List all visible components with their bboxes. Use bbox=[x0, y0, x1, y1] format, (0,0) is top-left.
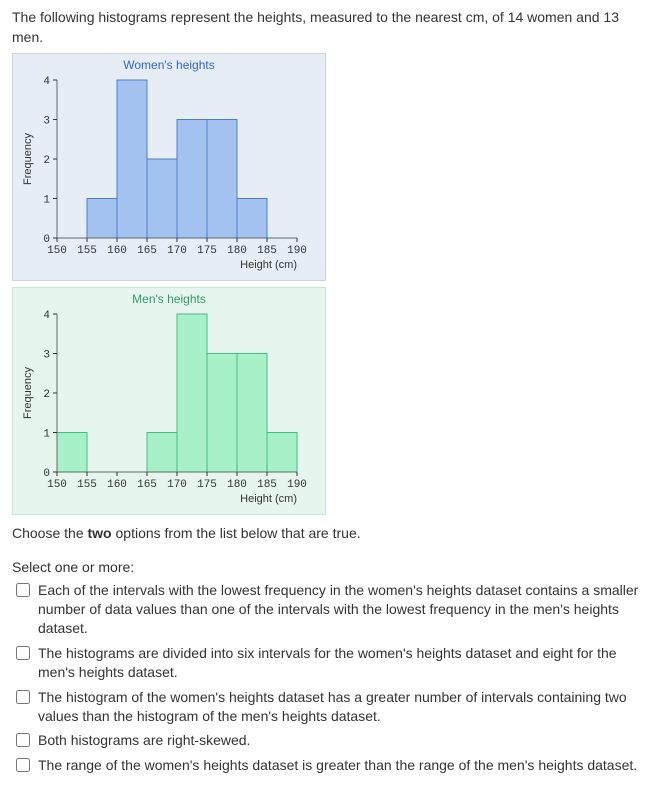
option-checkbox-0[interactable] bbox=[16, 583, 30, 597]
women-bar bbox=[207, 120, 237, 239]
option-row: Each of the intervals with the lowest fr… bbox=[12, 581, 651, 638]
men-x-axis-label: Height (cm) bbox=[240, 493, 297, 505]
women-bar bbox=[117, 80, 147, 238]
men-title: Men's heights bbox=[19, 292, 319, 306]
men-svg: 150 155 160 165 170 175 180 185 190 0 1 2 3 4 Height (… bbox=[19, 308, 307, 508]
women-x-axis-label: Height (cm) bbox=[240, 259, 297, 271]
options-list: Each of the intervals with the lowest fr… bbox=[12, 581, 651, 775]
svg-text:150: 150 bbox=[47, 479, 67, 491]
svg-text:165: 165 bbox=[137, 479, 157, 491]
svg-text:2: 2 bbox=[43, 155, 50, 167]
svg-text:1: 1 bbox=[43, 429, 50, 441]
svg-text:4: 4 bbox=[43, 310, 50, 322]
svg-text:185: 185 bbox=[257, 245, 277, 257]
svg-text:175: 175 bbox=[197, 479, 217, 491]
svg-text:0: 0 bbox=[43, 234, 50, 246]
svg-text:185: 185 bbox=[257, 479, 277, 491]
option-text: The histogram of the women's heights dat… bbox=[38, 688, 651, 726]
women-bar bbox=[147, 159, 177, 238]
select-prompt: Select one or more: bbox=[12, 559, 651, 575]
option-text: The histograms are divided into six inte… bbox=[38, 644, 651, 682]
svg-text:180: 180 bbox=[227, 479, 247, 491]
svg-text:0: 0 bbox=[43, 468, 50, 480]
svg-text:3: 3 bbox=[43, 350, 50, 362]
svg-text:165: 165 bbox=[137, 245, 157, 257]
men-bar bbox=[177, 314, 207, 472]
svg-text:2: 2 bbox=[43, 389, 50, 401]
option-checkbox-3[interactable] bbox=[16, 733, 30, 747]
option-checkbox-1[interactable] bbox=[16, 646, 30, 660]
option-text: The range of the women's heights dataset… bbox=[38, 756, 651, 775]
chart-women: Women's heights1501551601651701751801851… bbox=[12, 53, 326, 281]
question-text: Choose the two options from the list bel… bbox=[12, 525, 651, 541]
svg-text:155: 155 bbox=[77, 245, 97, 257]
svg-text:4: 4 bbox=[43, 76, 50, 88]
svg-text:150: 150 bbox=[47, 245, 67, 257]
option-text: Each of the intervals with the lowest fr… bbox=[38, 581, 651, 638]
svg-text:190: 190 bbox=[287, 245, 307, 257]
svg-text:155: 155 bbox=[77, 479, 97, 491]
men-bar bbox=[237, 354, 267, 473]
svg-text:190: 190 bbox=[287, 479, 307, 491]
women-bar bbox=[237, 199, 267, 239]
svg-text:1: 1 bbox=[43, 195, 50, 207]
option-row: The histograms are divided into six inte… bbox=[12, 644, 651, 682]
chart-men: Men's heights 150 155 160 165 170 175 180 185 190… bbox=[12, 287, 326, 515]
option-text: Both histograms are right-skewed. bbox=[38, 731, 651, 750]
svg-text:170: 170 bbox=[167, 479, 187, 491]
svg-text:160: 160 bbox=[107, 245, 127, 257]
option-checkbox-2[interactable] bbox=[16, 690, 30, 704]
option-row: The range of the women's heights dataset… bbox=[12, 756, 651, 775]
svg-text:175: 175 bbox=[197, 245, 217, 257]
women-svg: 150 155 160 165 170 175 180 185 190 0 1 2 3 4 Height (… bbox=[19, 74, 307, 274]
svg-text:170: 170 bbox=[167, 245, 187, 257]
women-bar bbox=[87, 199, 117, 239]
men-bar bbox=[207, 354, 237, 473]
svg-text:3: 3 bbox=[43, 116, 50, 128]
women-y-axis-label: Frequency bbox=[22, 133, 34, 185]
svg-text:180: 180 bbox=[227, 245, 247, 257]
women-title: Women's heights bbox=[19, 58, 319, 72]
men-bar bbox=[57, 433, 87, 473]
intro-text: The following histograms represent the h… bbox=[12, 8, 651, 47]
svg-text:160: 160 bbox=[107, 479, 127, 491]
men-bar bbox=[147, 433, 177, 473]
women-bar bbox=[177, 120, 207, 239]
men-y-axis-label: Frequency bbox=[22, 367, 34, 419]
option-row: The histogram of the women's heights dat… bbox=[12, 688, 651, 726]
option-checkbox-4[interactable] bbox=[16, 758, 30, 772]
men-bar bbox=[267, 433, 297, 473]
option-row: Both histograms are right-skewed. bbox=[12, 731, 651, 750]
